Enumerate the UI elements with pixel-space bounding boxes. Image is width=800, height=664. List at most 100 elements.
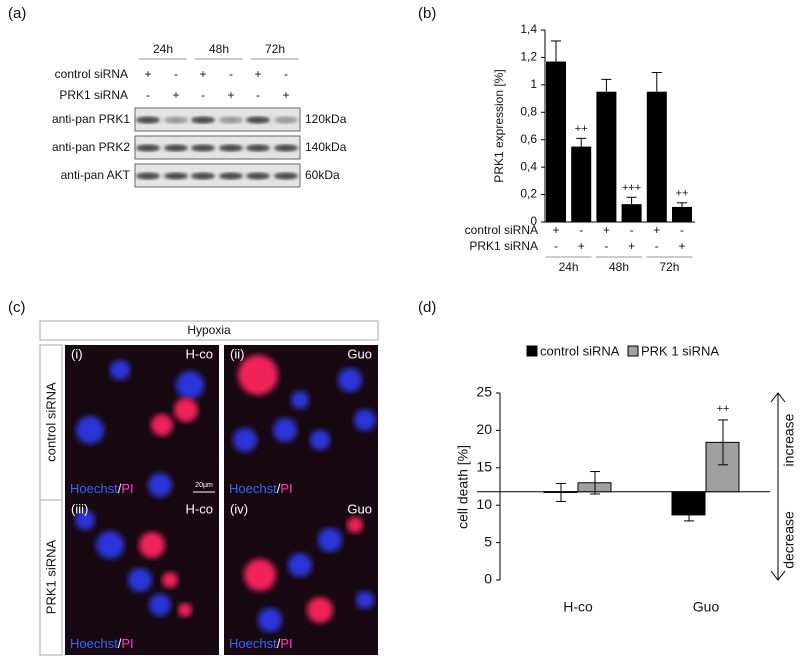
- band: [246, 172, 270, 180]
- y-tick-label: 20: [476, 421, 492, 437]
- bar: [546, 61, 566, 222]
- condition-label: control siRNA: [55, 67, 128, 81]
- sign: +: [578, 239, 585, 253]
- annotation: +++: [622, 182, 641, 194]
- image-treatment: Guo: [347, 346, 372, 361]
- arrow-label: decrease: [781, 511, 797, 569]
- sign: -: [680, 223, 684, 237]
- sign: +: [282, 88, 289, 102]
- nucleus: [354, 409, 376, 431]
- band: [219, 116, 243, 124]
- blot-strip: [134, 135, 301, 160]
- size-label: 140kDa: [305, 140, 347, 154]
- nucleus: [288, 553, 312, 577]
- sign: +: [172, 88, 179, 102]
- arrow-head: [770, 392, 786, 581]
- scale-label: 20µm: [195, 482, 213, 489]
- sign: +: [628, 239, 635, 253]
- y-tick-label: 1: [530, 77, 537, 91]
- y-axis-label: cell death [%]: [455, 445, 471, 529]
- y-tick-label: 1,4: [520, 22, 537, 36]
- nucleus: [178, 603, 192, 617]
- y-axis-label: PRK1 expression [%]: [492, 69, 506, 182]
- sign: -: [256, 88, 260, 102]
- row-box: [39, 499, 63, 656]
- timepoint: 72h: [265, 42, 285, 56]
- condition-label: control siRNA: [465, 223, 538, 237]
- nucleus: [75, 510, 95, 530]
- sign: +: [678, 239, 685, 253]
- sign: -: [146, 88, 150, 102]
- band: [191, 144, 215, 152]
- legend-label: PRK 1 siRNA: [641, 343, 719, 358]
- nucleus: [356, 591, 374, 609]
- nucleus: [110, 360, 130, 380]
- stain-label: Hoechst/PI: [70, 636, 134, 651]
- nucleus: [273, 418, 297, 442]
- band: [191, 116, 215, 124]
- group-label: 72h: [659, 260, 679, 274]
- image-index: (ii): [230, 346, 244, 361]
- bar: [646, 91, 667, 222]
- y-tick-label: 0,4: [520, 159, 537, 173]
- nucleus: [174, 398, 198, 422]
- timepoint: 48h: [209, 42, 229, 56]
- panel-label: (d): [418, 299, 436, 316]
- band: [136, 172, 160, 180]
- band: [136, 144, 160, 152]
- micrograph: [65, 345, 219, 500]
- image-treatment: Guo: [347, 501, 372, 516]
- band: [136, 116, 160, 124]
- stain-b: PI: [121, 481, 133, 496]
- nucleus: [307, 597, 333, 623]
- image-index: (i): [71, 346, 83, 361]
- timepoint: 24h: [153, 42, 173, 56]
- y-tick-label: 0,6: [520, 132, 537, 146]
- nucleus: [347, 517, 363, 533]
- y-tick-label: 0: [530, 214, 537, 228]
- micrograph: [65, 500, 219, 655]
- antibody-label: anti-pan PRK2: [52, 140, 130, 154]
- image-treatment: H-co: [186, 346, 213, 361]
- band: [191, 172, 215, 180]
- stain-sep: /: [118, 636, 122, 651]
- nucleus: [176, 371, 204, 399]
- nucleus: [233, 428, 257, 452]
- condition-label: PRK1 siRNA: [469, 239, 538, 253]
- nucleus: [318, 528, 342, 552]
- sign: -: [229, 67, 233, 81]
- panel-label: (b): [418, 5, 436, 22]
- micrograph: [224, 345, 378, 500]
- y-tick-label: 5: [484, 533, 492, 549]
- nucleus: [149, 594, 171, 616]
- size-label: 60kDa: [305, 168, 340, 182]
- nucleus: [162, 572, 178, 588]
- stain-b: PI: [121, 636, 133, 651]
- legend-label: control siRNA: [540, 343, 620, 358]
- sign: -: [554, 239, 558, 253]
- annotation: ++: [575, 123, 588, 135]
- size-label: 120kDa: [305, 112, 347, 126]
- nucleus: [76, 416, 104, 444]
- y-tick-label: 0,8: [520, 104, 537, 118]
- stain-sep: /: [118, 481, 122, 496]
- y-tick-label: 25: [476, 384, 492, 400]
- annotation: ++: [676, 188, 689, 200]
- nucleus: [151, 414, 173, 436]
- nucleus: [139, 532, 165, 558]
- sign: +: [552, 223, 559, 237]
- y-tick-label: 10: [476, 496, 492, 512]
- bar: [571, 146, 592, 222]
- sign: +: [653, 223, 660, 237]
- image-treatment: H-co: [186, 501, 213, 516]
- stain-label: Hoechst/PI: [229, 481, 293, 496]
- sign: +: [144, 67, 151, 81]
- sign: -: [655, 239, 659, 253]
- bar: [596, 91, 617, 222]
- nucleus: [238, 355, 278, 395]
- antibody-label: anti-pan PRK1: [52, 112, 130, 126]
- stain-label: Hoechst/PI: [229, 636, 293, 651]
- nucleus: [128, 568, 152, 592]
- sign: +: [227, 88, 234, 102]
- sign: -: [604, 239, 608, 253]
